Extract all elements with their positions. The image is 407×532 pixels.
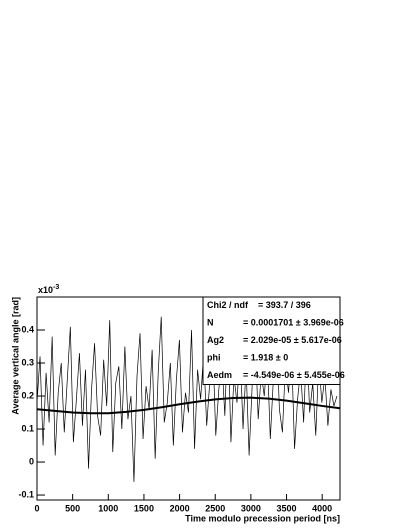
y-tick-label: -0.1 (18, 489, 34, 499)
y-tick-label: 0.3 (21, 357, 34, 367)
y-tick-label: 0.2 (21, 390, 34, 400)
y-axis-label: Average vertical angle [rad] (10, 297, 20, 415)
x-tick-label: 0 (34, 503, 39, 513)
x-axis-label: Time modulo precession period [ns] (185, 513, 340, 523)
y-tick-label: 0.1 (21, 423, 34, 433)
x-tick-label: 2000 (170, 503, 190, 513)
x-tick-label: 3000 (241, 503, 261, 513)
x-tick-label: 4000 (312, 503, 332, 513)
stats-name: N (207, 318, 214, 328)
stats-name: Ag2 (207, 335, 224, 345)
y-multiplier-base: x10 (38, 285, 53, 295)
stats-value: = 0.0001701 ± 3.969e-06 (243, 318, 344, 328)
x-tick-label: 3500 (277, 503, 297, 513)
x-tick-label: 2500 (205, 503, 225, 513)
x-tick-label: 500 (65, 503, 80, 513)
x-tick-label: 1000 (98, 503, 118, 513)
y-multiplier-exponent: -3 (53, 284, 59, 291)
stats-box (202, 296, 341, 385)
stats-value: = 2.029e-05 ± 5.617e-06 (243, 335, 342, 345)
y-tick-label: 0 (29, 456, 34, 466)
fit-curve (36, 396, 341, 415)
stats-value: = 393.7 / 396 (258, 300, 311, 310)
plot-frame (36, 296, 341, 501)
y-tick-label: 0.4 (21, 324, 34, 334)
stats-name: Chi2 / ndf (207, 300, 249, 310)
stats-value: = 1.918 ± 0 (243, 353, 288, 363)
x-tick-label: 1500 (134, 503, 154, 513)
stats-value: = -4.549e-06 ± 5.455e-06 (243, 370, 345, 380)
stats-name: Aedm (207, 370, 232, 380)
stats-name: phi (207, 353, 221, 363)
y-multiplier: x10-3 (38, 284, 59, 296)
